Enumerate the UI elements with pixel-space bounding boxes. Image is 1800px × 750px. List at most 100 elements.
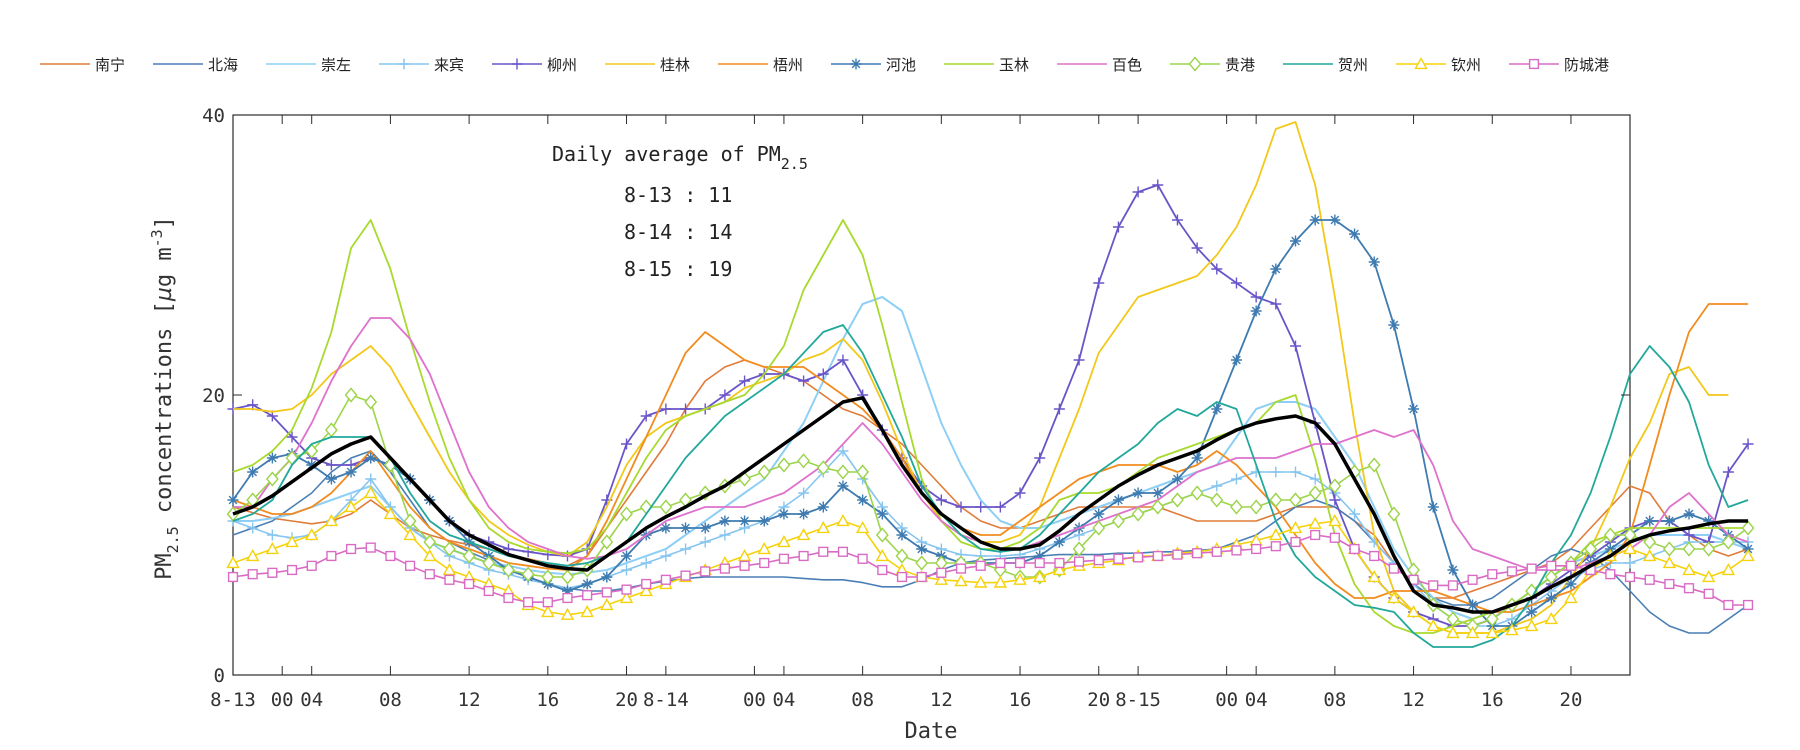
- data-point: [1288, 521, 1303, 534]
- data-point: [1329, 532, 1340, 543]
- data-point: [1192, 548, 1203, 559]
- data-point: [1309, 473, 1321, 485]
- data-point: [954, 574, 968, 587]
- data-point: [1310, 529, 1321, 541]
- legend-item: 桂林: [605, 56, 690, 74]
- data-point: [1230, 354, 1242, 366]
- data-point: [837, 480, 849, 492]
- data-point: [344, 387, 358, 403]
- y-tick-label: 40: [202, 105, 225, 127]
- data-point: [1270, 263, 1282, 275]
- legend-label: 百色: [1112, 56, 1142, 74]
- data-point: [1073, 556, 1085, 567]
- data-point: [1270, 466, 1282, 478]
- data-point: [1211, 546, 1222, 557]
- data-point: [502, 562, 515, 578]
- data-point: [542, 597, 553, 608]
- legend-label: 来宾: [434, 56, 464, 74]
- data-point: [1270, 298, 1282, 310]
- x-tick-label: 00: [1215, 689, 1238, 711]
- data-point: [640, 410, 652, 422]
- legend-marker: [1414, 57, 1428, 70]
- data-point: [1014, 487, 1026, 499]
- data-point: [621, 438, 633, 450]
- data-point: [1034, 452, 1046, 464]
- data-point: [345, 543, 357, 555]
- data-point: [442, 563, 457, 576]
- data-point: [1230, 277, 1242, 289]
- data-point: [226, 556, 240, 569]
- data-point: [836, 514, 850, 527]
- data-point: [621, 584, 632, 595]
- data-point: [993, 575, 1008, 588]
- x-tick-label: 8-14: [643, 689, 689, 711]
- data-point: [936, 567, 947, 578]
- data-point: [286, 564, 298, 576]
- data-point: [365, 452, 377, 464]
- data-point: [345, 466, 357, 478]
- data-point: [1368, 256, 1380, 268]
- data-point: [1270, 541, 1281, 552]
- legend-marker: [1528, 58, 1540, 70]
- y-tick-label: 0: [214, 665, 225, 687]
- data-point: [483, 585, 494, 597]
- data-point: [1505, 623, 1519, 636]
- legend-marker: [1188, 56, 1202, 72]
- data-point: [1683, 508, 1695, 520]
- annotation-title: Daily average of PM2.5: [552, 142, 808, 173]
- data-point: [1054, 557, 1065, 569]
- data-point: [1526, 563, 1537, 574]
- data-point: [1112, 513, 1125, 529]
- legend-label: 钦州: [1451, 56, 1481, 74]
- data-point: [719, 515, 731, 527]
- legend-label: 贺州: [1338, 56, 1368, 74]
- annotation-line-1: 8-13 : 11: [624, 183, 732, 207]
- series-line-玉林: [232, 219, 1749, 634]
- data-point: [1093, 277, 1105, 289]
- data-point: [1702, 541, 1716, 557]
- data-point: [541, 605, 555, 618]
- data-point: [1230, 473, 1242, 485]
- data-point: [1723, 599, 1734, 611]
- data-point: [1605, 569, 1616, 580]
- legend-label: 贵港: [1225, 56, 1255, 74]
- legend-label: 崇左: [321, 56, 351, 74]
- data-point: [660, 403, 672, 415]
- data-point: [325, 473, 337, 485]
- data-point: [660, 550, 672, 562]
- data-point: [818, 546, 829, 557]
- data-point: [600, 598, 614, 611]
- data-point: [1467, 599, 1479, 611]
- data-point: [403, 513, 417, 529]
- data-point: [1664, 578, 1675, 590]
- data-point: [1721, 563, 1736, 576]
- data-point: [1191, 242, 1203, 254]
- data-point: [541, 569, 555, 585]
- data-point: [1269, 528, 1283, 541]
- x-tick-label: 16: [1481, 689, 1504, 711]
- data-point: [1702, 570, 1716, 583]
- data-point: [285, 535, 299, 548]
- data-point: [1487, 569, 1498, 580]
- data-point: [955, 563, 967, 574]
- data-point: [1211, 403, 1223, 415]
- data-point: [482, 555, 496, 571]
- data-point: [1427, 501, 1439, 513]
- legend-label: 玉林: [999, 56, 1029, 74]
- data-point: [267, 567, 278, 578]
- data-point: [777, 535, 791, 548]
- data-point: [286, 431, 298, 443]
- data-point: [1053, 403, 1065, 415]
- data-point: [876, 508, 888, 520]
- legend-marker: [398, 58, 410, 70]
- data-point: [1642, 549, 1657, 562]
- data-point: [1565, 578, 1577, 590]
- data-point: [325, 459, 337, 471]
- data-point: [561, 585, 573, 597]
- data-point: [344, 500, 358, 513]
- legend-label: 梧州: [773, 56, 803, 74]
- data-point: [660, 574, 671, 585]
- data-point: [798, 487, 810, 499]
- data-point: [896, 529, 908, 541]
- data-point: [423, 549, 437, 562]
